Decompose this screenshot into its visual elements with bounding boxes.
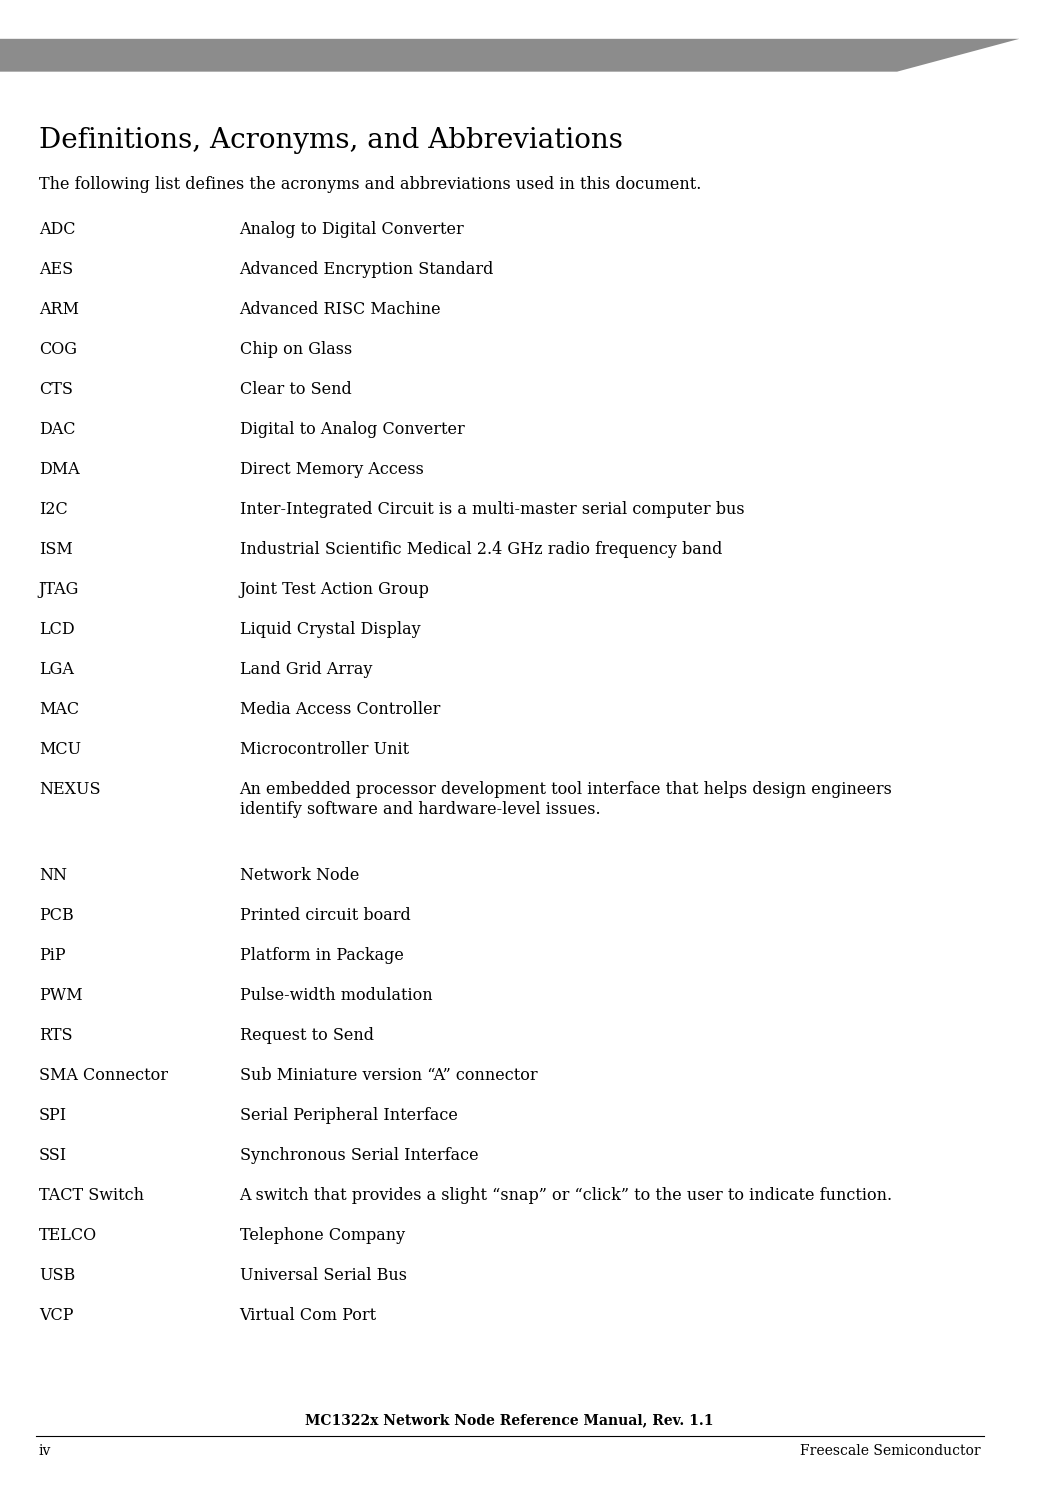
Text: Media Access Controller: Media Access Controller xyxy=(239,702,440,718)
Text: MAC: MAC xyxy=(39,702,79,718)
Text: Network Node: Network Node xyxy=(239,867,359,884)
Text: Industrial Scientific Medical 2.4 GHz radio frequency band: Industrial Scientific Medical 2.4 GHz ra… xyxy=(239,540,722,558)
Text: PWM: PWM xyxy=(39,987,82,1005)
Text: NEXUS: NEXUS xyxy=(39,781,100,799)
Text: Telephone Company: Telephone Company xyxy=(239,1227,404,1244)
Text: Microcontroller Unit: Microcontroller Unit xyxy=(239,741,408,758)
Text: Inter-Integrated Circuit is a multi-master serial computer bus: Inter-Integrated Circuit is a multi-mast… xyxy=(239,502,744,518)
Text: ISM: ISM xyxy=(39,540,72,558)
Text: Pulse-width modulation: Pulse-width modulation xyxy=(239,987,433,1005)
Text: LGA: LGA xyxy=(39,661,74,678)
Text: Universal Serial Bus: Universal Serial Bus xyxy=(239,1268,406,1284)
Text: An embedded processor development tool interface that helps design engineers
ide: An embedded processor development tool i… xyxy=(239,781,892,818)
Text: MC1322x Network Node Reference Manual, Rev. 1.1: MC1322x Network Node Reference Manual, R… xyxy=(306,1414,714,1427)
Text: Digital to Analog Converter: Digital to Analog Converter xyxy=(239,421,464,437)
Text: SSI: SSI xyxy=(39,1147,67,1165)
Polygon shape xyxy=(0,39,1020,72)
Text: Analog to Digital Converter: Analog to Digital Converter xyxy=(239,221,464,237)
Text: Platform in Package: Platform in Package xyxy=(239,947,403,964)
Text: LCD: LCD xyxy=(39,621,75,638)
Text: Definitions, Acronyms, and Abbreviations: Definitions, Acronyms, and Abbreviations xyxy=(39,127,623,154)
Text: Advanced RISC Machine: Advanced RISC Machine xyxy=(239,302,441,318)
Text: Synchronous Serial Interface: Synchronous Serial Interface xyxy=(239,1147,478,1165)
Text: TACT Switch: TACT Switch xyxy=(39,1187,144,1205)
Text: I2C: I2C xyxy=(39,502,67,518)
Text: The following list defines the acronyms and abbreviations used in this document.: The following list defines the acronyms … xyxy=(39,176,701,193)
Text: Virtual Com Port: Virtual Com Port xyxy=(239,1308,377,1324)
Text: COG: COG xyxy=(39,340,77,358)
Text: SPI: SPI xyxy=(39,1108,67,1124)
Text: Serial Peripheral Interface: Serial Peripheral Interface xyxy=(239,1108,458,1124)
Text: AES: AES xyxy=(39,261,72,278)
Text: PCB: PCB xyxy=(39,908,74,924)
Text: USB: USB xyxy=(39,1268,75,1284)
Text: iv: iv xyxy=(39,1444,51,1457)
Text: PiP: PiP xyxy=(39,947,65,964)
Text: Sub Miniature version “A” connector: Sub Miniature version “A” connector xyxy=(239,1067,538,1084)
Text: DMA: DMA xyxy=(39,461,80,478)
Text: A switch that provides a slight “snap” or “click” to the user to indicate functi: A switch that provides a slight “snap” o… xyxy=(239,1187,892,1205)
Text: Freescale Semiconductor: Freescale Semiconductor xyxy=(800,1444,981,1457)
Text: Joint Test Action Group: Joint Test Action Group xyxy=(239,581,429,599)
Text: Liquid Crystal Display: Liquid Crystal Display xyxy=(239,621,420,638)
Text: DAC: DAC xyxy=(39,421,76,437)
Text: CTS: CTS xyxy=(39,381,72,399)
Text: Clear to Send: Clear to Send xyxy=(239,381,352,399)
Text: Land Grid Array: Land Grid Array xyxy=(239,661,372,678)
Text: Direct Memory Access: Direct Memory Access xyxy=(239,461,423,478)
Text: Request to Send: Request to Send xyxy=(239,1027,374,1044)
Text: Printed circuit board: Printed circuit board xyxy=(239,908,411,924)
Text: ADC: ADC xyxy=(39,221,76,237)
Text: Advanced Encryption Standard: Advanced Encryption Standard xyxy=(239,261,494,278)
Text: SMA Connector: SMA Connector xyxy=(39,1067,168,1084)
Text: RTS: RTS xyxy=(39,1027,72,1044)
Text: Chip on Glass: Chip on Glass xyxy=(239,340,352,358)
Text: MCU: MCU xyxy=(39,741,81,758)
Text: VCP: VCP xyxy=(39,1308,74,1324)
Text: TELCO: TELCO xyxy=(39,1227,97,1244)
Text: ARM: ARM xyxy=(39,302,79,318)
Text: NN: NN xyxy=(39,867,67,884)
Text: JTAG: JTAG xyxy=(39,581,79,599)
